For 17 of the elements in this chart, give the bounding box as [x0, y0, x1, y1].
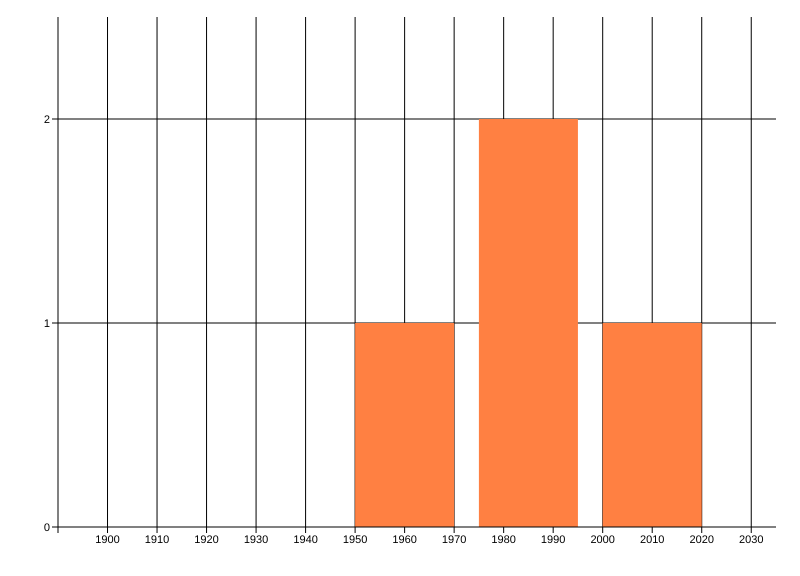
x-tick-label: 2010	[640, 534, 664, 546]
x-tick-label: 1940	[293, 534, 318, 546]
x-tick-label: 1910	[144, 534, 170, 546]
x-tick-label: 1960	[392, 534, 417, 546]
x-tick-label: 1980	[491, 534, 516, 546]
y-tick-label: 1	[44, 318, 50, 330]
x-tick-label: 1990	[540, 534, 566, 546]
x-tick-label: 1970	[442, 534, 466, 546]
x-tick-label: 2020	[689, 534, 714, 546]
y-tick-label: 0	[44, 522, 50, 534]
x-tick-label: 2030	[739, 534, 764, 546]
x-tick-label: 1930	[244, 534, 268, 546]
x-tick-label: 1950	[342, 534, 368, 546]
x-tick-label: 2000	[590, 534, 615, 546]
x-tick-label: 1920	[194, 534, 219, 546]
y-tick-label: 2	[44, 114, 50, 126]
x-tick-label: 1900	[95, 534, 120, 546]
